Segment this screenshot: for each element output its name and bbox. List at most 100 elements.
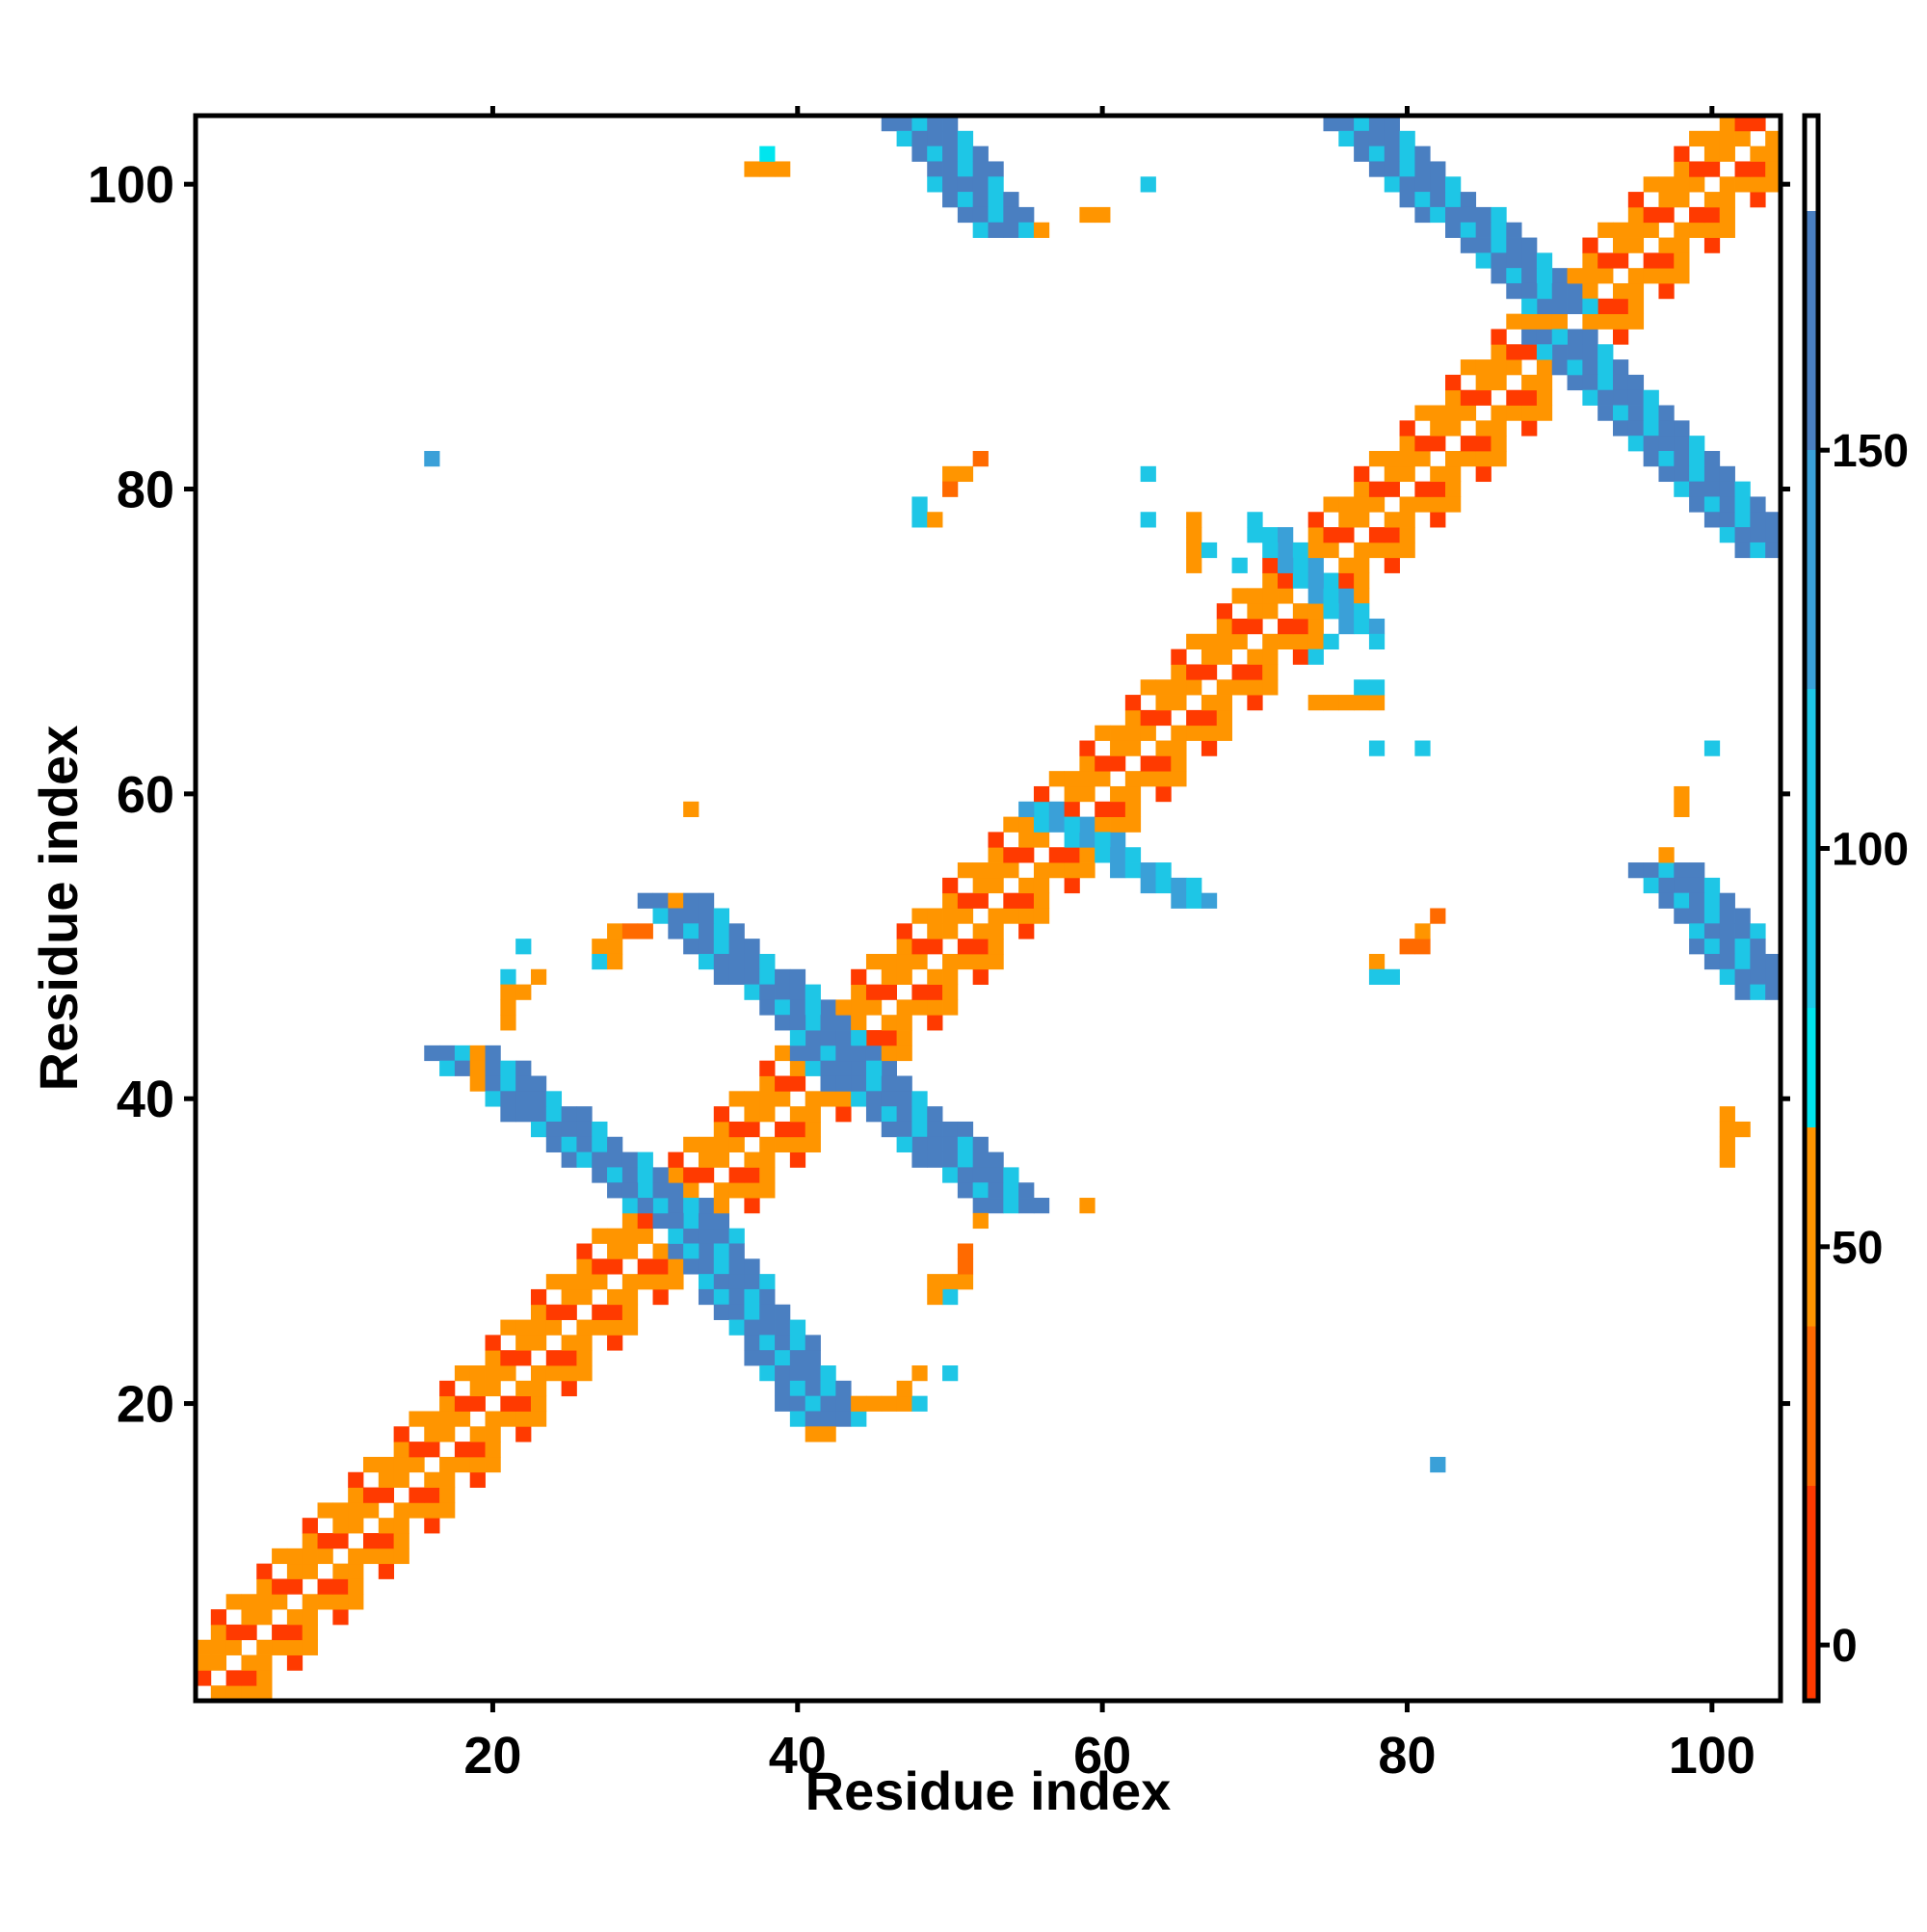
heatmap-cell <box>302 1639 318 1655</box>
heatmap-cell <box>1734 923 1751 940</box>
heatmap-cell <box>1674 161 1690 177</box>
heatmap-cell <box>637 1182 653 1199</box>
heatmap-cell <box>652 1258 669 1275</box>
heatmap-cell <box>759 1151 776 1168</box>
heatmap-cell <box>1491 237 1507 253</box>
heatmap-cell <box>1003 206 1019 224</box>
heatmap-cell <box>927 512 943 528</box>
heatmap-cell <box>1491 344 1507 360</box>
heatmap-cell <box>775 984 791 1000</box>
heatmap-cell <box>668 1167 684 1183</box>
heatmap-cell <box>805 1395 821 1412</box>
heatmap-cell <box>713 1288 730 1306</box>
heatmap-cell <box>775 1304 791 1320</box>
heatmap-cell <box>409 1442 425 1458</box>
heatmap-cell <box>972 1167 989 1183</box>
heatmap-cell <box>1703 222 1721 238</box>
heatmap-cell <box>1384 527 1400 543</box>
heatmap-cell <box>576 1288 593 1306</box>
heatmap-cell <box>957 465 974 483</box>
heatmap-cell <box>1674 481 1690 497</box>
heatmap-cell <box>210 1624 227 1641</box>
heatmap-cell <box>1734 130 1751 147</box>
heatmap-cell <box>911 146 928 162</box>
heatmap-cell <box>957 1151 974 1168</box>
heatmap-cell <box>317 1594 333 1610</box>
heatmap-cell <box>1338 572 1355 589</box>
heatmap-cell <box>1278 572 1294 589</box>
heatmap-cell <box>942 176 959 193</box>
heatmap-cell <box>607 939 623 955</box>
heatmap-cell <box>1674 176 1690 193</box>
heatmap-cell <box>759 1288 776 1306</box>
y-axis-ticks: 20 40 60 80 100 <box>88 156 1790 1434</box>
heatmap-cell <box>851 1060 867 1076</box>
heatmap-cell <box>500 1411 516 1427</box>
heatmap-cell <box>1765 130 1782 147</box>
heatmap-cell <box>865 1060 883 1076</box>
heatmap-cell <box>1719 527 1735 543</box>
heatmap-cell <box>896 116 912 132</box>
heatmap-cell <box>241 1670 257 1686</box>
heatmap-cell <box>835 1075 852 1092</box>
heatmap-cell <box>1521 237 1538 253</box>
heatmap-cell <box>469 1045 486 1062</box>
heatmap-cell <box>1262 648 1279 665</box>
heatmap-cell <box>1079 740 1095 756</box>
heatmap-cell <box>942 892 959 909</box>
heatmap-cell <box>1567 282 1583 300</box>
heatmap-cell <box>1414 450 1431 467</box>
heatmap-cell <box>515 1395 532 1412</box>
heatmap-cell <box>668 892 684 909</box>
heatmap-cell <box>1703 496 1721 513</box>
heatmap-cell <box>1354 116 1370 132</box>
heatmap-cell <box>1095 816 1111 833</box>
heatmap-cell <box>1155 695 1172 711</box>
heatmap-cell <box>942 161 959 177</box>
heatmap-cell <box>1674 785 1690 803</box>
heatmap-cell <box>1201 709 1218 727</box>
heatmap-cell <box>1506 237 1522 253</box>
heatmap-cell <box>972 939 989 955</box>
heatmap-cell <box>1445 496 1462 513</box>
heatmap-cell <box>439 1426 456 1442</box>
heatmap-cell <box>1354 542 1370 559</box>
heatmap-cell <box>1155 679 1172 696</box>
heatmap-cell <box>348 1471 364 1488</box>
heatmap-cell <box>1033 222 1050 238</box>
heatmap-cell <box>728 1274 745 1290</box>
heatmap-cell <box>820 1045 836 1062</box>
heatmap-cell <box>1384 557 1400 573</box>
heatmap-cell <box>744 1258 760 1275</box>
heatmap-cell <box>1216 603 1232 620</box>
heatmap-cell <box>775 999 791 1016</box>
heatmap-cell <box>988 192 1004 208</box>
heatmap-cell <box>348 1487 364 1503</box>
heatmap-cell <box>988 939 1004 955</box>
heatmap-cell <box>332 1578 349 1595</box>
heatmap-cell <box>1491 206 1507 224</box>
heatmap-cell <box>1765 984 1782 1000</box>
heatmap-cell <box>1171 648 1187 665</box>
heatmap-cell <box>1095 206 1111 224</box>
heatmap-cell <box>1445 405 1462 421</box>
heatmap-cell <box>1658 237 1675 253</box>
heatmap-cell <box>1430 496 1446 513</box>
heatmap-cell <box>1521 389 1538 406</box>
heatmap-cell <box>454 1060 471 1076</box>
heatmap-cell <box>668 1182 684 1199</box>
heatmap-cell <box>759 1274 776 1290</box>
heatmap-cell <box>1719 222 1735 238</box>
heatmap-cell <box>713 923 730 940</box>
heatmap-cell <box>1491 374 1507 391</box>
heatmap-cell <box>744 1350 760 1366</box>
heatmap-cell <box>515 1060 532 1076</box>
heatmap-cell <box>515 1091 532 1107</box>
heatmap-cell <box>698 1212 715 1230</box>
heatmap-cell <box>576 1274 593 1290</box>
heatmap-cell <box>500 1075 516 1092</box>
heatmap-cell <box>485 1380 501 1397</box>
heatmap-cell <box>1689 862 1705 879</box>
heatmap-cell <box>561 1136 577 1152</box>
heatmap-cell <box>1536 344 1553 360</box>
